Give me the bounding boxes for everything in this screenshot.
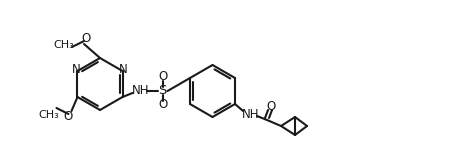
Text: O: O [64, 110, 73, 122]
Text: NH: NH [131, 85, 149, 97]
Text: NH: NH [242, 108, 259, 120]
Text: N: N [119, 64, 128, 76]
Text: S: S [158, 85, 166, 97]
Text: CH₃: CH₃ [54, 40, 74, 50]
Text: N: N [72, 64, 81, 76]
Text: O: O [157, 98, 167, 112]
Text: CH₃: CH₃ [38, 110, 59, 120]
Text: O: O [157, 71, 167, 83]
Text: O: O [266, 99, 275, 113]
Text: O: O [81, 32, 90, 46]
